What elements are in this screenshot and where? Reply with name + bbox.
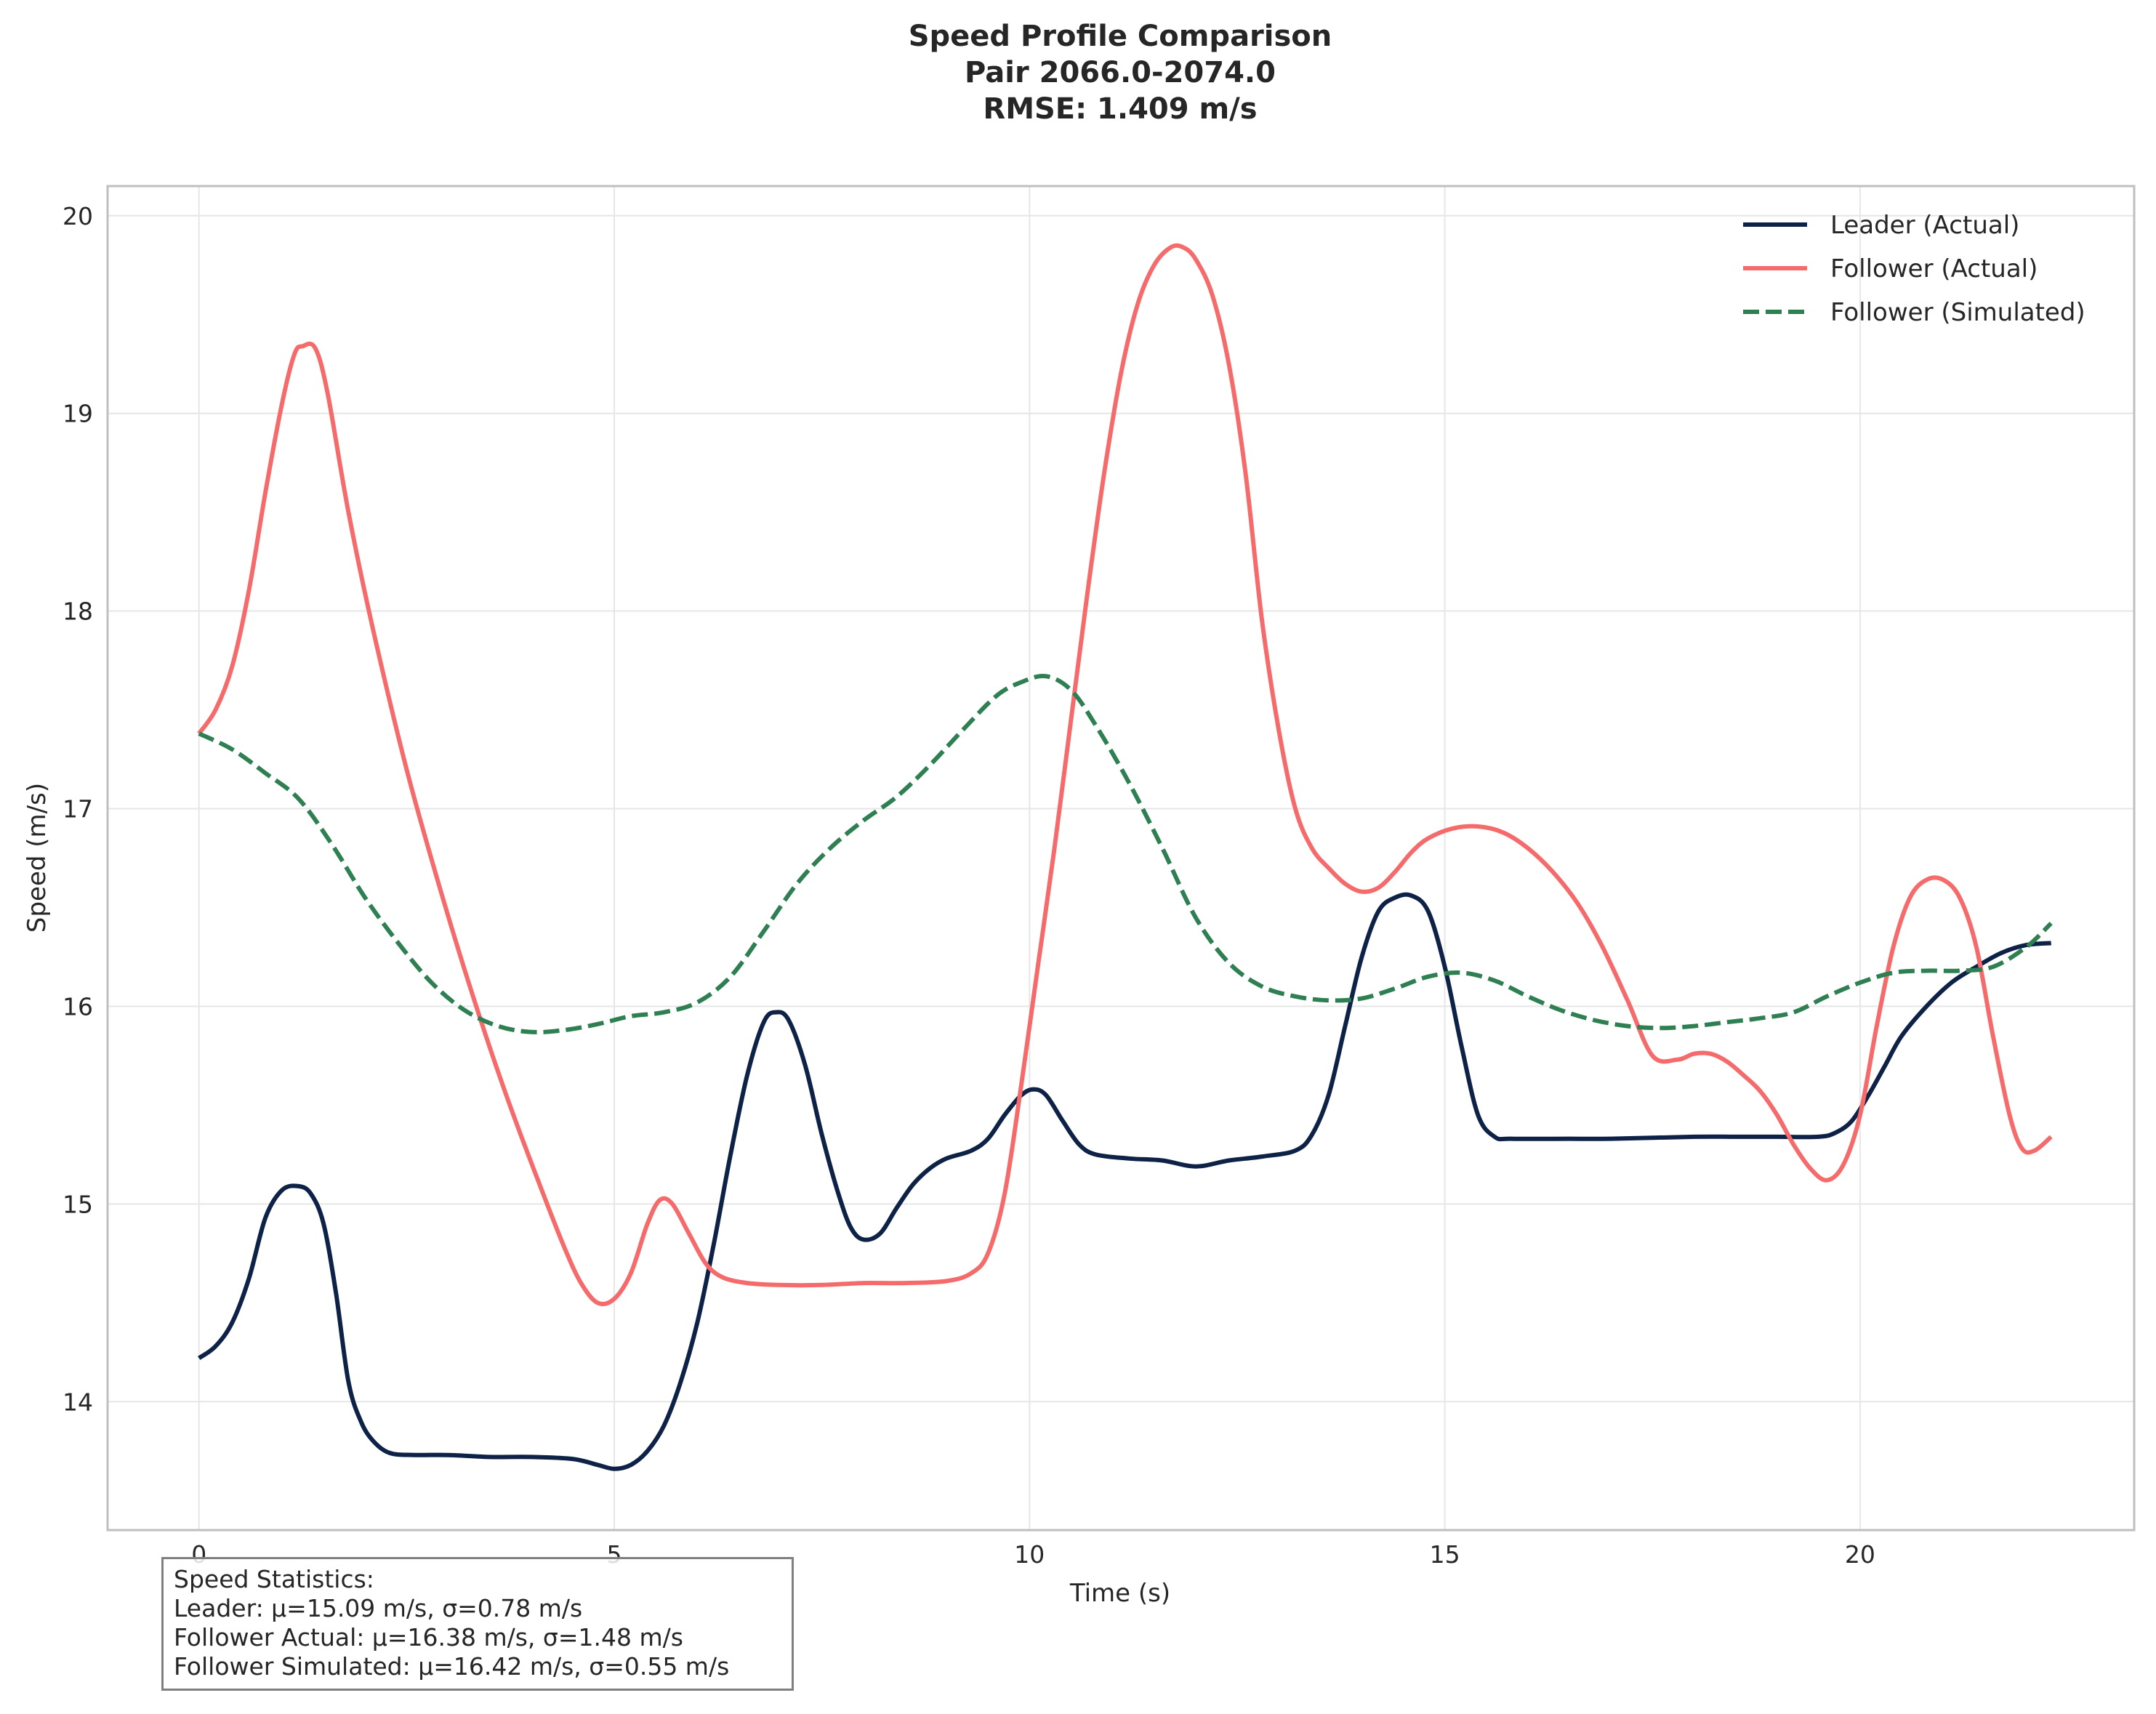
plot-area-frame	[106, 185, 2136, 1532]
legend-label-follower-actual: Follower (Actual)	[1830, 254, 2038, 283]
grid	[108, 186, 2134, 1530]
legend: Leader (Actual) Follower (Actual) Follower…	[1743, 211, 2085, 327]
series-line-follower-simulated	[198, 673, 2053, 1035]
chart-title-line-1: Speed Profile Comparison	[909, 20, 1332, 53]
y-tick-label-3: 17	[63, 795, 93, 824]
stats-heading: Speed Statistics:	[174, 1565, 374, 1593]
x-tick-label-4: 20	[1845, 1540, 1875, 1569]
x-tick-label-3: 15	[1430, 1540, 1460, 1569]
legend-label-follower-simulated: Follower (Simulated)	[1830, 298, 2085, 327]
y-tick-label-2: 16	[63, 992, 93, 1021]
series-line-follower-actual	[197, 243, 2053, 1306]
speed-statistics-box: Speed Statistics: Leader: μ=15.09 m/s, σ…	[161, 1557, 794, 1691]
y-tick-label-5: 19	[63, 400, 93, 428]
y-tick-label-0: 14	[63, 1388, 93, 1416]
x-axis-label: Time (s)	[1069, 1579, 1170, 1608]
stats-leader: Leader: μ=15.09 m/s, σ=0.78 m/s	[174, 1594, 583, 1622]
stats-follower-simulated: Follower Simulated: μ=16.42 m/s, σ=0.55 …	[174, 1652, 730, 1681]
stats-follower-actual: Follower Actual: μ=16.38 m/s, σ=1.48 m/s	[174, 1623, 683, 1651]
y-axis-label: Speed (m/s)	[23, 783, 52, 933]
series-line-leader-actual	[197, 892, 2051, 1471]
y-tick-label-6: 20	[63, 202, 93, 230]
y-tick-label-1: 15	[63, 1190, 93, 1218]
chart-title-line-2: Pair 2066.0-2074.0	[965, 56, 1276, 89]
x-tick-label-2: 10	[1014, 1540, 1045, 1569]
chart-title-line-3: RMSE: 1.409 m/s	[983, 92, 1257, 126]
series-lines	[197, 243, 2053, 1471]
y-tick-label-4: 18	[63, 598, 93, 626]
legend-label-leader-actual: Leader (Actual)	[1830, 211, 2019, 240]
